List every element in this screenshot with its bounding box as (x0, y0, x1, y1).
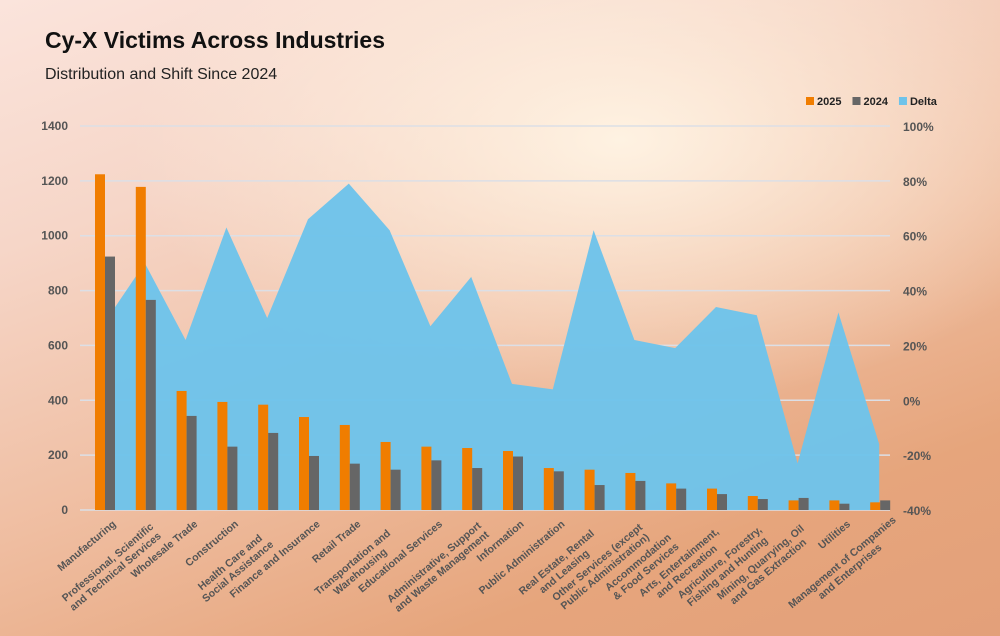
bar-2025 (299, 417, 309, 510)
left-axis-tick: 400 (48, 393, 68, 407)
left-axis-tick: 1200 (41, 174, 68, 188)
bar-2025 (339, 424, 350, 510)
legend-swatch (898, 97, 907, 105)
legend-swatch (852, 97, 861, 105)
bar-2024 (145, 299, 156, 510)
bar-2024 (676, 488, 687, 510)
bar-2025 (747, 496, 758, 510)
x-axis-label: Administrative, Supportand Waste Managem… (385, 519, 492, 614)
legend-label: 2024 (863, 96, 888, 108)
bar-2025 (707, 488, 717, 510)
bar-2024 (594, 485, 605, 510)
left-axis-tick: 1000 (41, 229, 68, 243)
bar-2024 (186, 415, 197, 510)
legend-swatch (806, 97, 814, 105)
bar-2024 (635, 480, 646, 510)
bar-2025 (176, 390, 187, 510)
bar-2024 (309, 455, 319, 510)
bar-2025 (135, 186, 146, 511)
bar-2024 (839, 503, 850, 510)
bar-2025 (95, 174, 105, 510)
left-axis-tick: 200 (48, 448, 68, 462)
bar-2024 (390, 469, 401, 510)
right-axis-tick: 100% (903, 120, 934, 134)
bar-2025 (625, 472, 636, 510)
bar-2024 (349, 463, 360, 510)
right-axis-tick: 60% (903, 230, 927, 244)
bar-2025 (380, 441, 391, 510)
bar-2025 (788, 500, 799, 510)
left-axis-tick: 0 (61, 503, 68, 517)
bar-2025 (258, 404, 269, 510)
bar-2024 (268, 432, 279, 510)
left-axis-tick: 800 (48, 284, 68, 298)
bar-2025 (829, 500, 840, 510)
right-axis-tick: 0% (903, 394, 921, 408)
bar-2025 (870, 502, 881, 510)
right-axis-tick: 20% (903, 339, 927, 353)
left-axis-tick: 600 (48, 338, 68, 352)
bar-2024 (553, 471, 564, 510)
bar-2024 (513, 456, 523, 510)
bar-2025 (462, 448, 473, 510)
legend-label: Delta (910, 96, 938, 108)
right-axis-tick: 40% (903, 285, 927, 299)
chart-subtitle: Distribution and Shift Since 2024 (45, 66, 278, 83)
bar-2025 (217, 401, 228, 510)
bar-2024 (798, 497, 809, 510)
bar-2024 (757, 499, 768, 510)
bar-2025 (421, 446, 432, 510)
chart-title: Cy-X Victims Across Industries (45, 27, 386, 53)
bar-2025 (503, 451, 513, 510)
bar-2025 (543, 468, 554, 510)
legend-label: 2025 (817, 96, 841, 108)
bar-2024 (431, 460, 442, 510)
right-axis-tick: -20% (903, 449, 931, 463)
left-axis-tick: 1400 (41, 119, 68, 133)
bar-2024 (227, 446, 238, 510)
right-axis-tick: -40% (903, 504, 931, 518)
bar-2024 (105, 256, 115, 510)
bar-2024 (472, 468, 483, 510)
delta-area (104, 183, 880, 510)
bar-2025 (666, 483, 677, 510)
bar-2025 (584, 469, 595, 510)
right-axis-tick: 80% (903, 175, 927, 189)
bar-2024 (880, 500, 891, 510)
x-axis-label: Utilities (816, 518, 853, 552)
bar-2024 (717, 494, 727, 510)
